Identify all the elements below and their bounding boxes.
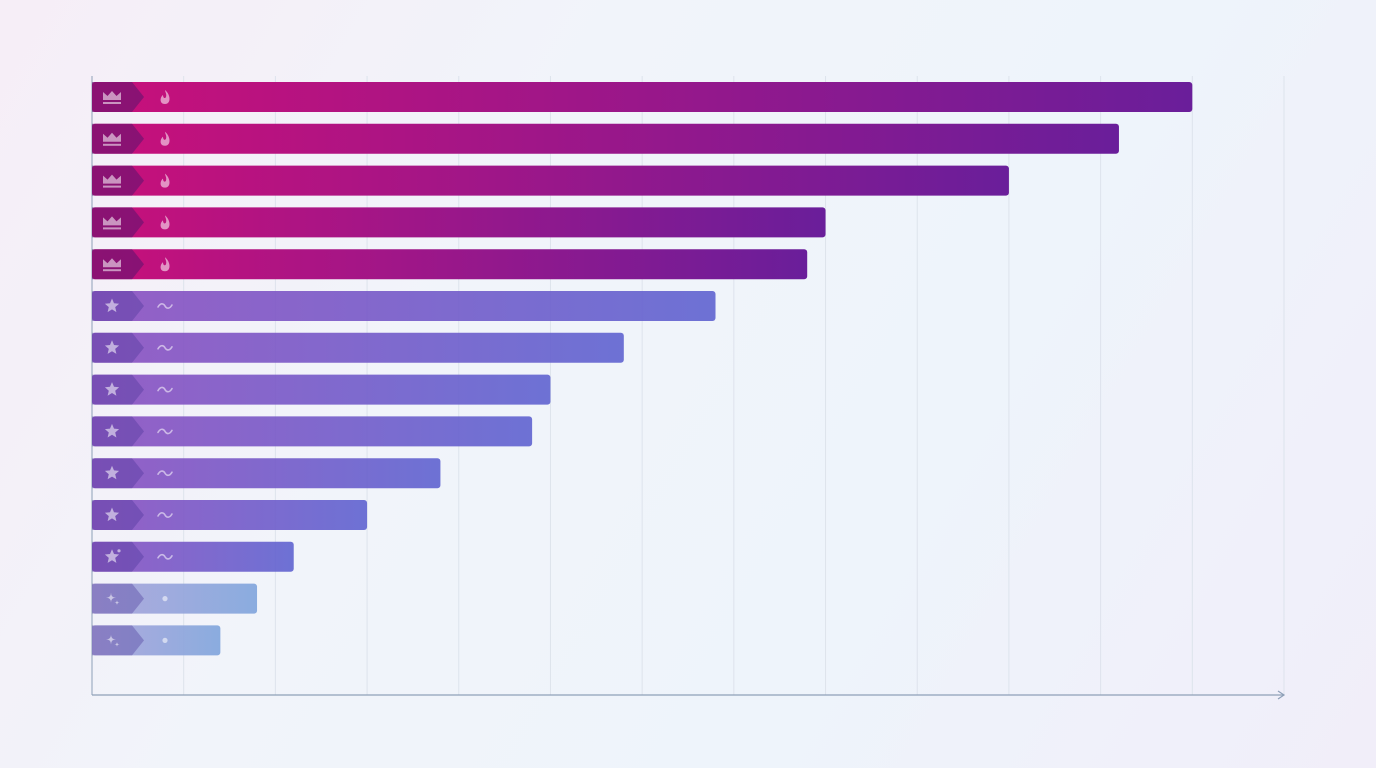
crown-icon (103, 91, 121, 100)
bar-badge (92, 291, 144, 321)
bar (92, 374, 551, 405)
wave-icon (157, 344, 173, 351)
wave-icon (157, 428, 173, 435)
sparkle-icon (106, 634, 116, 645)
bar (92, 500, 368, 530)
bar (92, 625, 221, 656)
star-icon (104, 298, 120, 313)
crown-base (103, 102, 121, 104)
flame-icon (160, 90, 170, 104)
bar (92, 207, 826, 238)
bar-badge (92, 583, 144, 614)
bar-row (92, 123, 1119, 154)
star-icon (104, 423, 120, 438)
wave-icon (157, 512, 173, 518)
bar (92, 416, 533, 447)
bar-badge (92, 541, 144, 572)
crown-icon (103, 132, 121, 142)
bar (92, 165, 1009, 196)
bar-row (92, 625, 221, 656)
bar-row (92, 165, 1009, 196)
star-icon (104, 507, 120, 522)
bar-badge (92, 625, 144, 656)
flame-icon (160, 173, 170, 188)
bar (92, 458, 441, 489)
sparkle-small (114, 600, 120, 606)
dot-icon (162, 596, 168, 602)
bar-row (92, 332, 624, 363)
x-axis-arrow-icon (1277, 690, 1286, 700)
crown-base (103, 143, 121, 146)
crown-base (103, 227, 121, 230)
wave-icon (157, 553, 173, 560)
bar (92, 332, 624, 363)
bar-row (92, 416, 533, 447)
bar-row (92, 458, 441, 489)
bar-row (92, 82, 1193, 112)
bar-badge (92, 458, 144, 489)
bar-row (92, 291, 716, 321)
bar-row (92, 583, 258, 614)
bar (92, 583, 258, 614)
crown-icon (103, 174, 121, 184)
bar-badge (92, 332, 144, 363)
bar-row (92, 541, 294, 572)
sparkle-dot (117, 549, 121, 553)
bar-badge (92, 500, 144, 530)
bar (92, 291, 716, 321)
bar-row (92, 207, 826, 238)
dot-icon (162, 637, 168, 644)
flame-icon (160, 215, 170, 230)
bar (92, 541, 294, 572)
sparkle-small (114, 641, 120, 647)
wave-icon (157, 470, 173, 477)
bar (92, 249, 808, 280)
crown-icon (103, 258, 121, 268)
bar-badge (92, 416, 144, 447)
star-sparkle-icon (104, 549, 120, 563)
star-icon (104, 340, 120, 354)
bar (92, 123, 1119, 154)
wave-icon (157, 303, 173, 309)
bar-badge (92, 374, 144, 405)
crown-icon (103, 216, 121, 226)
wave-icon (157, 386, 173, 393)
bar (92, 82, 1193, 112)
bar-row (92, 249, 808, 280)
bar-row (92, 500, 368, 530)
flame-icon (160, 257, 170, 272)
flame-icon (160, 131, 170, 146)
sparkle-icon (106, 592, 116, 603)
star-icon (104, 382, 120, 396)
crown-base (103, 269, 121, 272)
crown-base (103, 185, 121, 188)
star-icon (104, 465, 120, 480)
bar-row (92, 374, 551, 405)
